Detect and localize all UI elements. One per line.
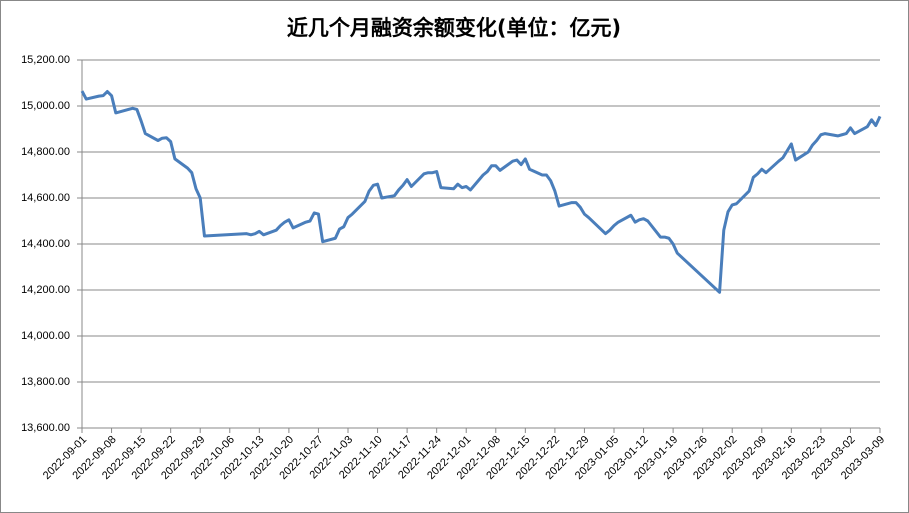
y-tick-label: 13,800.00 <box>21 376 70 388</box>
y-tick-label: 14,000.00 <box>21 330 70 342</box>
y-tick-label: 14,400.00 <box>21 238 70 250</box>
y-tick-label: 15,200.00 <box>21 54 70 66</box>
y-tick-label: 15,000.00 <box>21 100 70 112</box>
chart-title: 近几个月融资余额变化(单位：亿元) <box>287 16 621 40</box>
y-tick-label: 14,800.00 <box>21 146 70 158</box>
y-tick-label: 14,600.00 <box>21 192 70 204</box>
data-line <box>80 90 882 294</box>
y-tick-label: 14,200.00 <box>21 284 70 296</box>
y-tick-label: 13,600.00 <box>21 422 70 434</box>
